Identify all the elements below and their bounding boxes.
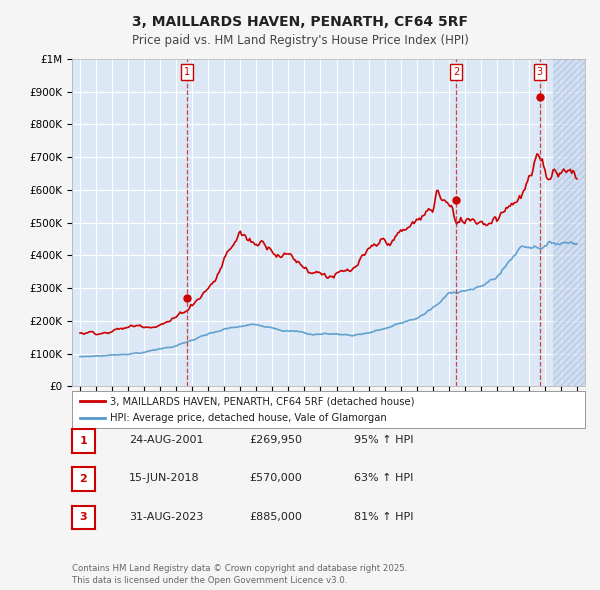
Text: 3: 3 [80,513,87,522]
Text: 3, MAILLARDS HAVEN, PENARTH, CF64 5RF (detached house): 3, MAILLARDS HAVEN, PENARTH, CF64 5RF (d… [110,396,415,407]
Text: 81% ↑ HPI: 81% ↑ HPI [354,512,413,522]
Text: 1: 1 [184,67,190,77]
Text: HPI: Average price, detached house, Vale of Glamorgan: HPI: Average price, detached house, Vale… [110,412,387,422]
Text: 3: 3 [536,67,542,77]
Text: 15-JUN-2018: 15-JUN-2018 [129,474,200,483]
Text: £269,950: £269,950 [249,435,302,445]
Text: 63% ↑ HPI: 63% ↑ HPI [354,474,413,483]
Text: Contains HM Land Registry data © Crown copyright and database right 2025.
This d: Contains HM Land Registry data © Crown c… [72,565,407,585]
Text: £885,000: £885,000 [249,512,302,522]
Text: 2: 2 [453,67,459,77]
Text: Price paid vs. HM Land Registry's House Price Index (HPI): Price paid vs. HM Land Registry's House … [131,34,469,47]
Text: 95% ↑ HPI: 95% ↑ HPI [354,435,413,445]
Text: 3, MAILLARDS HAVEN, PENARTH, CF64 5RF: 3, MAILLARDS HAVEN, PENARTH, CF64 5RF [132,15,468,29]
Text: 24-AUG-2001: 24-AUG-2001 [129,435,203,445]
Bar [553,59,585,386]
Text: 31-AUG-2023: 31-AUG-2023 [129,512,203,522]
Text: 2: 2 [80,474,87,484]
Text: 1: 1 [80,436,87,445]
Text: £570,000: £570,000 [249,474,302,483]
